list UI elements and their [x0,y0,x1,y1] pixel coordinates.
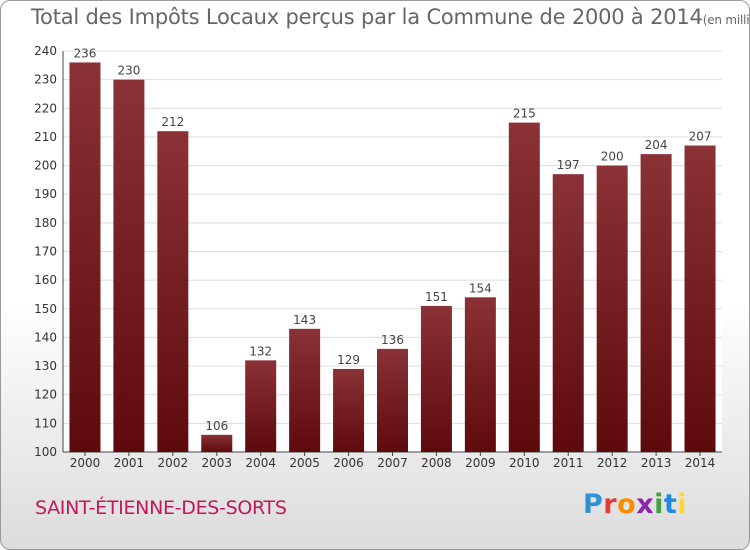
logo-letter: x [636,489,655,520]
bar-2012 [596,165,628,453]
y-tick-label: 150 [34,302,57,316]
y-tick-label: 100 [34,445,57,459]
chart-title-text: Total des Impôts Locaux perçus par la Co… [31,5,703,29]
x-tick-label: 2007 [377,456,408,470]
y-tick-label: 140 [34,330,57,344]
chart-title: Total des Impôts Locaux perçus par la Co… [31,5,750,29]
bar-2006 [333,368,365,452]
x-tick-label: 2010 [509,456,540,470]
y-tick-label: 230 [34,73,57,87]
x-tick-label: 2009 [465,456,496,470]
x-tick-label: 2003 [201,456,232,470]
bar-2011 [552,174,584,452]
proxiti-logo: Proxiti [583,489,687,520]
data-label: 129 [337,353,360,367]
label-layer: 236 230 212 106 132 143 129 136 151 154 215 197 200 2… [74,46,712,432]
logo-letter: i [654,489,664,520]
x-tick-label: 2011 [553,456,584,470]
bar-2007 [377,348,408,452]
x-tick-label: 2013 [641,456,672,470]
y-tick-label: 120 [34,388,57,402]
data-label: 151 [425,290,448,304]
x-tick-label: 2004 [245,456,276,470]
y-tick-label: 220 [34,101,57,115]
bar-2001 [113,79,145,453]
axis-layer: 100 110 120 130 140 150 160 170 180 190 200 210 220 2… [34,44,722,470]
commune-name: SAINT-ÉTIENNE-DES-SORTS [35,497,287,519]
x-tick-label: 2001 [114,456,145,470]
x-tick-label: 2014 [685,456,716,470]
bar-2010 [508,122,540,452]
data-label: 154 [469,281,492,295]
data-label: 207 [689,130,712,144]
data-label: 132 [249,344,272,358]
x-tick-label: 2005 [289,456,320,470]
data-label: 136 [381,333,404,347]
x-tick-label: 2008 [421,456,452,470]
logo-letter: P [583,489,604,520]
logo-letter: i [677,489,688,520]
data-label: 204 [645,138,668,152]
bar-2014 [684,145,716,452]
y-tick-label: 200 [34,159,57,173]
bar-2009 [464,297,496,452]
bar-2003 [201,434,233,452]
y-tick-label: 210 [34,130,57,144]
bar-2013 [640,154,672,452]
data-label: 212 [161,115,184,129]
data-label: 236 [74,46,97,60]
chart-title-unit: (en milliers d'€) [702,13,750,27]
y-tick-label: 180 [34,216,57,230]
data-label: 230 [117,64,140,78]
y-tick-label: 190 [34,187,57,201]
data-label: 106 [205,419,228,433]
x-tick-label: 2006 [333,456,364,470]
logo-letter: r [603,489,618,520]
data-label: 200 [601,150,624,164]
data-label: 143 [293,313,316,327]
bar-2004 [245,360,277,452]
data-label: 215 [513,107,536,121]
x-tick-label: 2012 [597,456,628,470]
bar-2005 [289,328,321,452]
y-tick-label: 240 [34,44,57,58]
logo-letter: o [617,489,637,520]
x-tick-label: 2000 [70,456,101,470]
bar-2002 [157,131,189,452]
y-tick-label: 110 [34,416,57,430]
bar-2000 [69,62,101,452]
y-tick-label: 160 [34,273,57,287]
logo-letter: t [663,489,678,520]
bar-2008 [420,305,452,452]
y-tick-label: 170 [34,245,57,259]
bar-layer [69,62,716,453]
data-label: 197 [557,158,580,172]
y-tick-label: 130 [34,359,57,373]
x-tick-label: 2002 [158,456,189,470]
